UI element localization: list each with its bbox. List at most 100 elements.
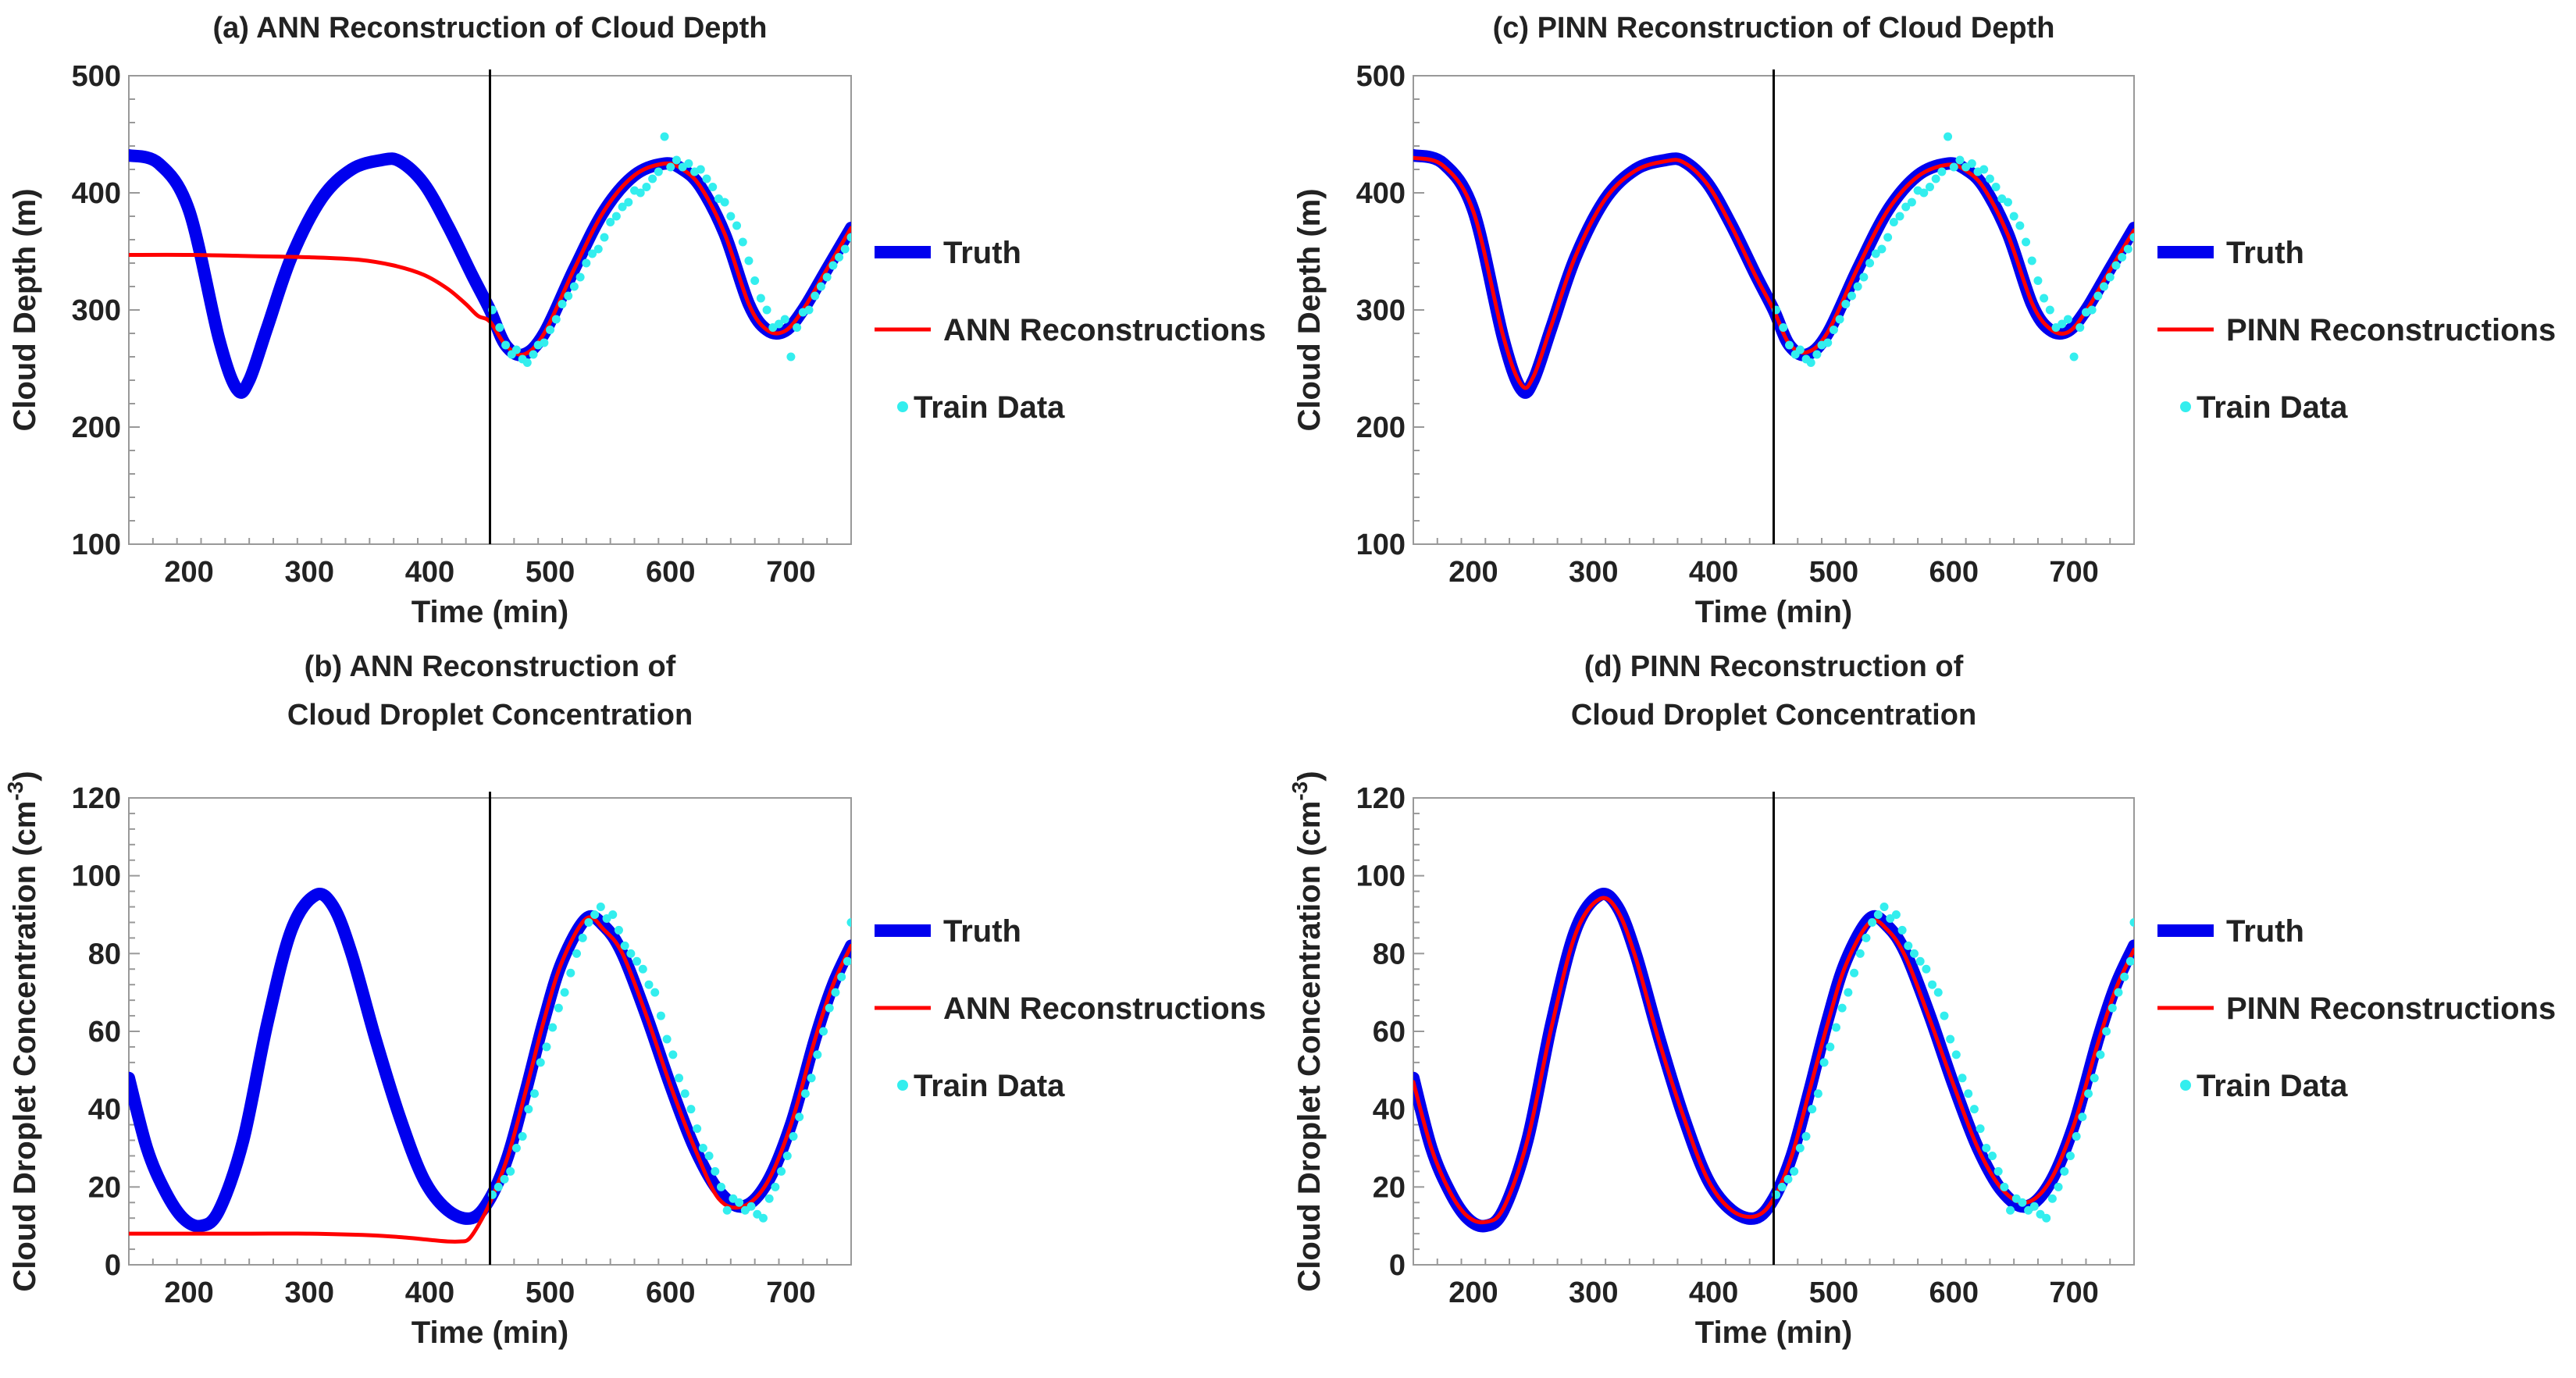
train-data-point [813, 1050, 822, 1059]
y-axis-label-text: Cloud Droplet Concentration (cm [8, 801, 42, 1292]
y-axis-label: Cloud Depth (m) [8, 188, 42, 431]
x-tick-label: 200 [1448, 556, 1498, 589]
x-tick-label: 500 [526, 1277, 575, 1309]
train-data-point [793, 323, 802, 332]
series-reconstruction-line [1413, 155, 2134, 390]
y-tick-label: 400 [1356, 177, 1406, 210]
legend-swatch-train-data [2180, 401, 2191, 412]
x-tick-label: 600 [646, 556, 695, 589]
train-data-point [2093, 291, 2103, 301]
train-data-point [2047, 1194, 2057, 1203]
train-data-point [2033, 276, 2043, 285]
train-data-point [578, 933, 587, 942]
train-data-point [1859, 272, 1869, 282]
train-data-point [582, 258, 591, 268]
train-data-point [1891, 910, 1901, 919]
train-data-point [529, 350, 538, 359]
train-data-point [1831, 1023, 1840, 1032]
train-data-point [2040, 294, 2049, 303]
train-data-point [1889, 218, 1898, 226]
train-data-point [843, 956, 851, 966]
train-data-point [1777, 1182, 1787, 1191]
train-data-point [1847, 291, 1856, 301]
train-data-point [1919, 188, 1929, 198]
x-tick-label: 200 [164, 1277, 213, 1309]
plot-area [1413, 888, 2134, 1233]
train-data-point [1940, 1011, 1949, 1020]
train-data-point [771, 1182, 780, 1191]
y-tick-label: 20 [88, 1171, 121, 1204]
train-data-point [614, 925, 623, 935]
x-tick-label: 600 [1929, 1277, 1979, 1309]
train-data-point [560, 988, 569, 997]
train-data-point [1823, 338, 1833, 347]
train-data-point [1855, 949, 1865, 958]
legend-label: ANN Reconstructions [943, 992, 1266, 1026]
train-data-point [1795, 1144, 1805, 1152]
train-data-point [1795, 345, 1805, 354]
train-data-point [1895, 212, 1904, 221]
train-data-point [668, 1050, 678, 1059]
x-tick-label: 700 [766, 556, 815, 589]
train-data-point [1808, 1105, 1817, 1114]
train-data-point [1879, 903, 1889, 912]
y-tick-label: 80 [1373, 938, 1406, 970]
train-data-point [831, 988, 840, 997]
train-data-point [1931, 174, 1940, 183]
train-data-point [1871, 249, 1880, 258]
train-data-point [2105, 272, 2115, 282]
train-data-point [2100, 282, 2109, 291]
legend-label: Train Data [914, 390, 1065, 425]
train-data-point [1862, 933, 1871, 942]
train-data-point [684, 159, 693, 168]
train-data-point [698, 1144, 707, 1152]
x-axis-label: Time (min) [412, 1316, 569, 1350]
train-data-point [1812, 350, 1822, 359]
train-data-point [618, 202, 627, 212]
train-data-point [1955, 155, 1965, 165]
train-data-point [644, 980, 654, 989]
train-data-point [837, 972, 846, 981]
train-data-point [2009, 212, 2018, 221]
legend-label: ANN Reconstructions [943, 313, 1266, 347]
legend-label: Truth [2226, 914, 2304, 949]
train-data-point [2065, 1151, 2075, 1160]
train-data-point [2027, 256, 2036, 265]
train-data-point [780, 315, 789, 324]
train-data-point [789, 1132, 798, 1141]
y-tick-label: 80 [88, 938, 121, 970]
train-data-point [686, 1105, 696, 1114]
chart-title: (b) ANN Reconstruction of [305, 650, 676, 683]
train-data-point [546, 326, 555, 334]
train-data-point [702, 174, 711, 183]
train-data-point [493, 1182, 503, 1191]
train-data-point [840, 244, 850, 254]
train-data-point [2069, 352, 2079, 361]
train-data-point [758, 1213, 768, 1223]
train-data-point [1883, 233, 1893, 242]
x-tick-label: 300 [1569, 556, 1618, 589]
y-axis-label-end: ) [8, 771, 42, 781]
train-data-point [620, 941, 629, 950]
legend-label: Truth [2226, 236, 2304, 270]
train-data-point [575, 272, 585, 282]
train-data-point [648, 174, 657, 183]
y-tick-label: 60 [1373, 1016, 1406, 1049]
train-data-point [717, 1182, 725, 1191]
train-data-point [732, 221, 742, 230]
x-tick-label: 400 [405, 556, 454, 589]
train-data-point [662, 1034, 672, 1044]
train-data-point [596, 903, 605, 912]
x-tick-label: 700 [2049, 556, 2098, 589]
y-tick-label: 400 [72, 177, 121, 210]
train-data-point [2022, 237, 2031, 247]
legend-swatch-train-data [897, 401, 908, 412]
train-data-point [1897, 925, 1907, 935]
y-axis-label-text: Cloud Depth (m) [8, 188, 42, 431]
y-tick-label: 0 [1389, 1249, 1406, 1282]
x-tick-label: 400 [405, 1277, 454, 1309]
legend: Truth PINN Reconstructions Train Data [2157, 914, 2556, 1103]
train-data-point [2042, 1213, 2051, 1223]
train-data-point [584, 917, 593, 927]
train-data-point [819, 1027, 828, 1036]
